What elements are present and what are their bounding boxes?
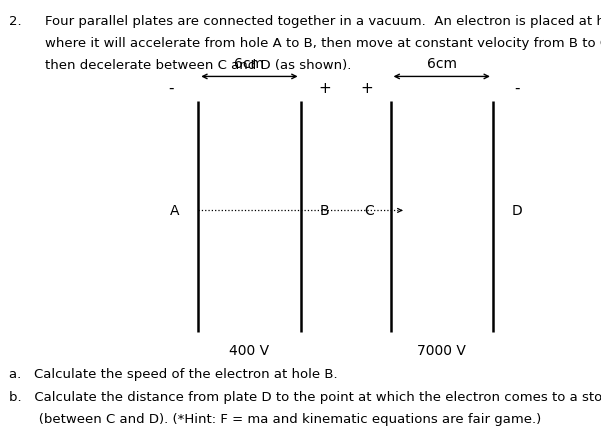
Text: D: D [511, 204, 522, 218]
Text: +: + [318, 81, 331, 95]
Text: A: A [169, 204, 179, 218]
Text: 6cm: 6cm [427, 57, 457, 71]
Text: 2.: 2. [9, 15, 22, 28]
Text: -: - [514, 81, 520, 95]
Text: 6cm: 6cm [234, 57, 264, 71]
Text: then decelerate between C and D (as shown).: then decelerate between C and D (as show… [45, 59, 352, 72]
Text: 400 V: 400 V [230, 343, 269, 357]
Text: 7000 V: 7000 V [417, 343, 466, 357]
Text: +: + [360, 81, 373, 95]
Text: -: - [168, 81, 174, 95]
Text: (between C and D). (*Hint: F = ma and kinematic equations are fair game.): (between C and D). (*Hint: F = ma and ki… [9, 412, 542, 425]
Text: C: C [365, 204, 374, 218]
Text: a.   Calculate the speed of the electron at hole B.: a. Calculate the speed of the electron a… [9, 367, 338, 380]
Text: where it will accelerate from hole A to B, then move at constant velocity from B: where it will accelerate from hole A to … [45, 37, 601, 50]
Text: B: B [320, 204, 329, 218]
Text: b.   Calculate the distance from plate D to the point at which the electron come: b. Calculate the distance from plate D t… [9, 391, 601, 404]
Text: Four parallel plates are connected together in a vacuum.  An electron is placed : Four parallel plates are connected toget… [45, 15, 601, 28]
